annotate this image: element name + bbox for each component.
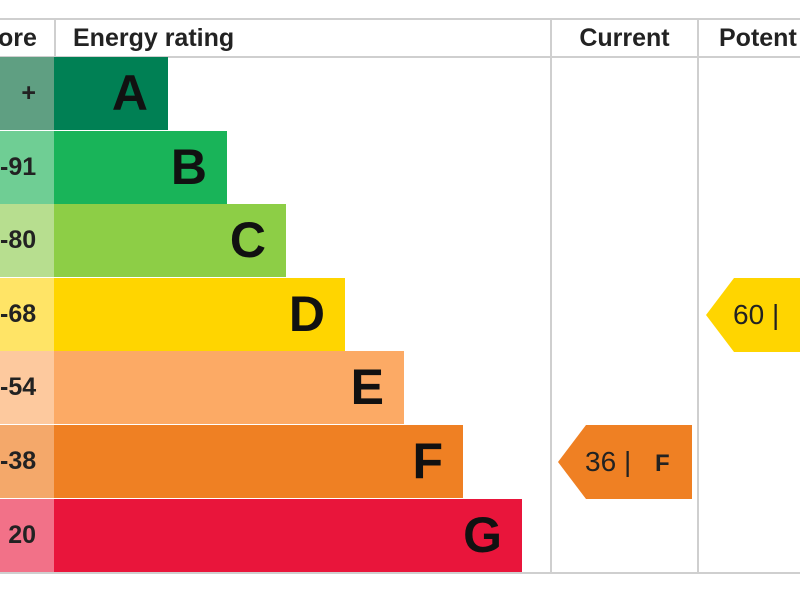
current-rating-arrow: 36 | F [558,425,692,499]
score-range-d: -68 [0,277,54,351]
score-range-a: + [0,57,54,130]
score-range-b: -91 [0,130,54,204]
score-column-divider [54,18,56,58]
potential-rating-separator: | [771,298,780,330]
score-column-header: ore [0,24,37,52]
current-column-header: Current [579,24,670,52]
current-rating-band: F [655,450,670,477]
header-divider [0,56,800,58]
potential-rating-label: 60 | D [733,278,800,352]
current-rating-label: 36 | F [585,425,670,499]
score-range-f: -38 [0,425,54,498]
potential-arrow-shape [706,277,800,352]
energy-rating-header: Energy rating [73,24,235,52]
band-bar-d: D [54,277,345,351]
potential-column-divider [697,18,699,574]
top-border [0,18,800,20]
current-rating-value: 36 [585,446,617,477]
band-bar-a: A [54,57,168,130]
potential-column-header: Potent [719,24,797,52]
current-arrow-shape [558,425,692,499]
band-bar-g: G [54,498,522,572]
band-bar-e: E [54,351,404,425]
bottom-border [0,572,800,574]
current-arrow-polygon [558,425,692,499]
potential-rating-value: 60 [733,298,765,330]
current-column-divider [550,18,552,574]
score-range-g: 20 [0,498,54,572]
score-range-c: -80 [0,204,54,278]
band-bar-b: B [54,130,227,204]
band-bar-c: C [54,204,286,278]
band-bar-f: F [54,425,463,498]
score-range-e: -54 [0,351,54,425]
potential-rating-arrow: 60 | D [706,277,800,352]
current-rating-separator: | [623,446,632,477]
potential-arrow-polygon [706,277,800,352]
